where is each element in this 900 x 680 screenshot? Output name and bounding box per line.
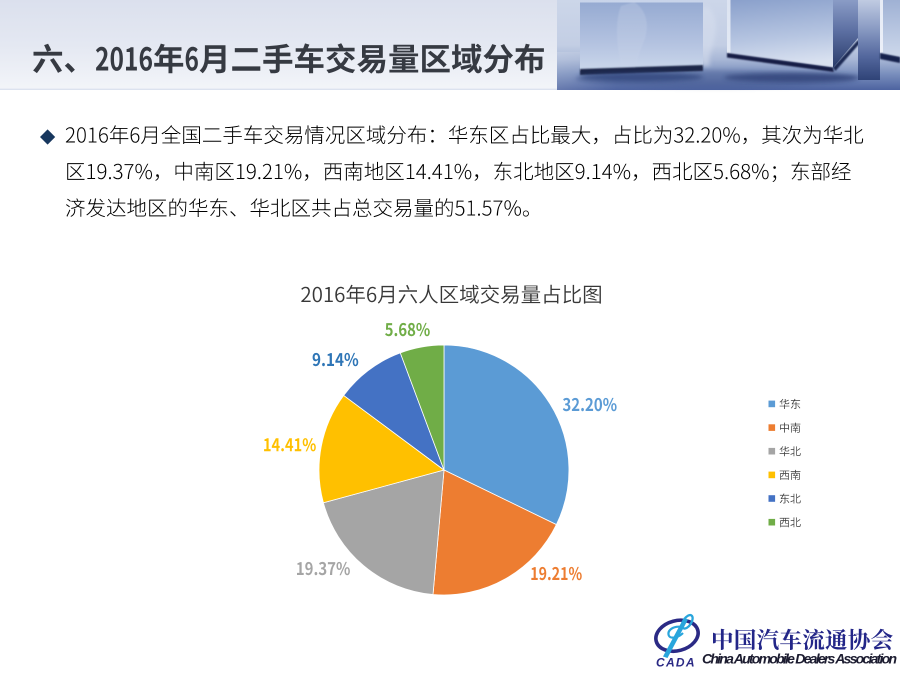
svg-text:China Automobile Dealers Assoc: China Automobile Dealers Association [702, 651, 897, 667]
svg-text:CADA: CADA [656, 656, 696, 670]
